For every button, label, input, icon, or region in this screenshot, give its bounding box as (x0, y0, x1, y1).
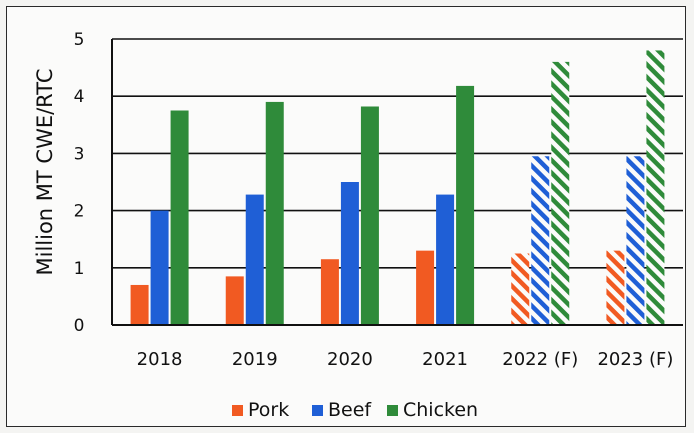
bar-pork-2022f (511, 253, 530, 325)
bar-chicken-2021 (456, 85, 475, 326)
bar-beef-2018 (150, 210, 169, 325)
bar-chicken-2022f (551, 61, 570, 325)
legend-swatch-pork (232, 405, 243, 416)
x-tick-label: 2022 (F) (502, 349, 578, 370)
y-tick-label: 2 (74, 202, 85, 222)
x-tick-label: 2019 (232, 349, 278, 370)
bar-beef-2019 (245, 194, 264, 325)
bar-pork-2021 (416, 250, 435, 325)
bar-chicken-2019 (265, 101, 284, 325)
y-tick-label: 5 (74, 30, 85, 50)
bar-beef-2020 (340, 182, 359, 325)
bar-pork-2020 (320, 259, 339, 325)
bars: 2018 2019 2020 2021 2022 (F) 2023 (F) (130, 50, 673, 370)
legend-swatch-beef (312, 405, 323, 416)
bar-pork-2019 (225, 276, 244, 325)
legend-swatch-chicken (387, 405, 398, 416)
y-axis-label: Million MT CWE/RTC (33, 68, 57, 275)
axes (111, 39, 683, 326)
legend: Pork Beef Chicken (232, 399, 478, 421)
bar-chicken-2020 (360, 106, 379, 325)
gridlines: 0 1 2 3 4 5 (74, 30, 683, 336)
y-tick-label: 1 (74, 259, 85, 279)
y-tick-label: 4 (74, 87, 85, 107)
bar-pork-2018 (130, 284, 149, 325)
x-tick-label: 2023 (F) (597, 349, 673, 370)
x-tick-label: 2020 (327, 349, 373, 370)
y-tick-label: 0 (74, 316, 85, 336)
bar-beef-2021 (436, 194, 455, 325)
bar-chicken-2023f (646, 50, 665, 325)
bar-beef-2023f (626, 156, 645, 325)
legend-label-beef: Beef (328, 399, 372, 421)
y-tick-label: 3 (74, 144, 85, 164)
x-tick-label: 2021 (422, 349, 468, 370)
legend-label-chicken: Chicken (403, 399, 478, 421)
x-tick-label: 2018 (137, 349, 183, 370)
bar-chicken-2018 (170, 110, 189, 325)
legend-label-pork: Pork (248, 399, 289, 421)
bar-beef-2022f (531, 156, 550, 325)
bar-pork-2023f (606, 250, 625, 325)
